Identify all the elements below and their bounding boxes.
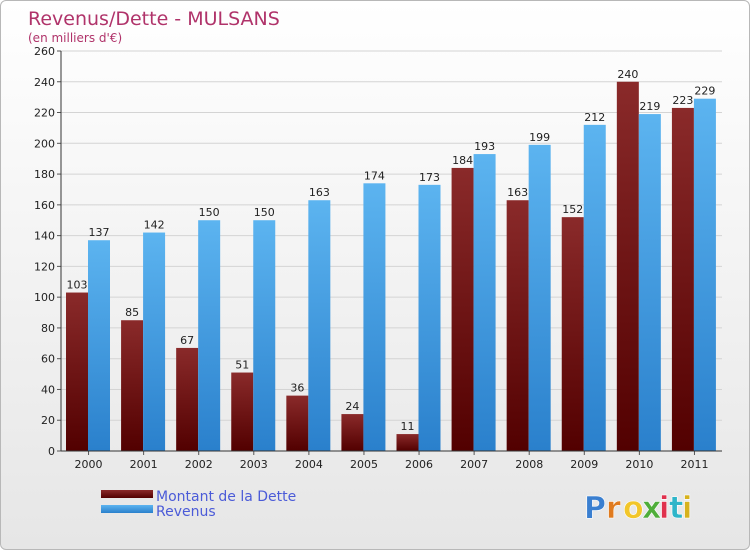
x-tick-label: 2010 (625, 458, 653, 471)
data-label: 152 (562, 203, 583, 216)
bar-revenus (308, 200, 331, 451)
bar-dette (286, 395, 309, 451)
data-label: 163 (309, 186, 330, 199)
logo-letter: x (642, 491, 661, 526)
y-tick-label: 140 (34, 230, 55, 243)
x-axis-ticks: 2000 2001 2002 2003 2004 2005 2006 2007 2008 2009… (75, 451, 708, 471)
data-label: 184 (452, 154, 473, 167)
data-label: 173 (419, 171, 440, 184)
x-tick-label: 2004 (295, 458, 323, 471)
data-label: 67 (180, 334, 194, 347)
data-label: 212 (584, 111, 605, 124)
legend-label-dette: Montant de la Dette (156, 489, 296, 505)
legend: Montant de la Dette Revenus (101, 489, 296, 520)
y-axis-ticks: 0 20 40 60 80 100 120 140 160 180 200 220 240 260 (34, 45, 61, 458)
logo-letter: i (682, 491, 692, 526)
data-label: 150 (199, 206, 220, 219)
data-label: 150 (254, 206, 275, 219)
bar-revenus (638, 114, 661, 452)
y-tick-label: 240 (34, 76, 55, 89)
x-tick-label: 2008 (515, 458, 543, 471)
x-tick-label: 2002 (185, 458, 213, 471)
bar-revenus (253, 220, 276, 451)
bar-revenus (693, 98, 716, 451)
logo-letter: o (623, 491, 644, 526)
chart-subtitle: (en milliers d'€) (28, 31, 122, 45)
y-tick-label: 100 (34, 291, 55, 304)
y-tick-label: 0 (48, 445, 55, 458)
y-tick-label: 180 (34, 168, 55, 181)
bar-revenus (198, 220, 221, 451)
bar-dette (671, 107, 694, 451)
y-tick-label: 160 (34, 199, 55, 212)
chart-title: Revenus/Dette - MULSANS (28, 8, 280, 30)
bar-revenus (363, 183, 386, 452)
bar-dette (451, 167, 474, 451)
data-label: 223 (672, 94, 693, 107)
legend-swatch-revenus (101, 505, 153, 513)
legend-swatch-dette (101, 490, 153, 498)
bar-dette (396, 434, 419, 451)
x-tick-label: 2005 (350, 458, 378, 471)
bar-dette (616, 81, 639, 452)
x-tick-label: 2001 (130, 458, 158, 471)
data-label: 11 (401, 420, 415, 433)
bars (66, 81, 716, 452)
bar-dette (231, 372, 254, 451)
data-label: 103 (67, 279, 88, 292)
data-label: 193 (474, 140, 495, 153)
y-tick-label: 200 (34, 137, 55, 150)
y-tick-label: 40 (41, 383, 55, 396)
y-tick-label: 80 (41, 322, 55, 335)
data-label: 240 (617, 68, 638, 81)
bar-revenus (88, 240, 110, 451)
x-tick-label: 2007 (460, 458, 488, 471)
data-labels: 1031378514267150511503616324174111731841… (67, 68, 716, 433)
y-tick-label: 220 (34, 107, 55, 120)
bar-revenus (473, 154, 496, 452)
y-tick-label: 20 (41, 414, 55, 427)
data-label: 142 (144, 219, 165, 232)
data-label: 163 (507, 186, 528, 199)
data-label: 199 (529, 131, 550, 144)
data-label: 219 (639, 100, 660, 113)
bar-dette (506, 200, 529, 451)
data-label: 36 (290, 382, 304, 395)
bar-dette (341, 414, 364, 451)
data-label: 85 (125, 306, 139, 319)
x-tick-label: 2006 (405, 458, 433, 471)
logo-letter: P (584, 491, 606, 526)
bar-revenus (583, 124, 606, 451)
data-label: 137 (89, 226, 110, 239)
bar-dette (561, 217, 584, 451)
x-tick-label: 2011 (680, 458, 708, 471)
data-label: 174 (364, 169, 385, 182)
bar-dette (176, 347, 199, 451)
x-tick-label: 2003 (240, 458, 268, 471)
logo-letter: i (659, 491, 669, 526)
x-tick-label: 2000 (75, 458, 103, 471)
bar-dette (121, 320, 144, 451)
grid (61, 50, 722, 421)
data-label: 24 (345, 400, 359, 413)
legend-label-revenus: Revenus (156, 504, 216, 520)
x-tick-label: 2009 (570, 458, 598, 471)
y-tick-label: 260 (34, 45, 55, 58)
logo-letter: t (669, 491, 683, 526)
bar-revenus (528, 144, 551, 451)
bar-revenus (143, 232, 166, 451)
data-label: 51 (235, 359, 249, 372)
data-label: 229 (694, 85, 715, 98)
bar-revenus (418, 184, 441, 451)
logo-letter: r (606, 491, 621, 526)
bar-dette (66, 292, 88, 451)
y-tick-label: 60 (41, 353, 55, 366)
y-tick-label: 120 (34, 260, 55, 273)
